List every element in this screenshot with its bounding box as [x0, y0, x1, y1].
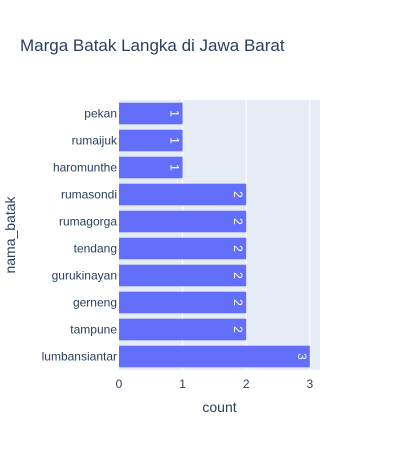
- bar-value-label: 2: [231, 218, 245, 225]
- x-tick-label: 0: [116, 377, 123, 391]
- bar-value-label: 1: [168, 164, 182, 171]
- x-tick-labels: 0 1 2 3: [116, 377, 314, 391]
- bar-value-label: 3: [295, 353, 309, 360]
- y-tick-label: rumagorga: [59, 215, 117, 229]
- bar-value-label: 2: [231, 299, 245, 306]
- bar-value-label: 2: [231, 191, 245, 198]
- y-tick-label: haromunthe: [53, 161, 117, 175]
- y-tick-label: gurukinayan: [52, 269, 117, 283]
- bar-value-label: 2: [231, 272, 245, 279]
- y-tick-label: rumaijuk: [72, 134, 118, 148]
- y-tick-label: lumbansiantar: [42, 350, 117, 364]
- bar: [119, 291, 247, 314]
- bar: [119, 345, 310, 368]
- x-axis-title: count: [202, 399, 236, 415]
- bar-value-label: 1: [168, 110, 182, 117]
- y-tick-label: gerneng: [73, 296, 117, 310]
- y-tick-label: tampune: [70, 323, 117, 337]
- chart-title: Marga Batak Langka di Jawa Barat: [20, 36, 285, 55]
- bar-value-label: 2: [231, 326, 245, 333]
- x-tick-label: 3: [306, 377, 313, 391]
- bar: [119, 129, 183, 152]
- bars: 1 1 1 2 2 2 2 2 2 3: [119, 102, 310, 368]
- y-axis-title: nama_batak: [2, 195, 18, 273]
- bar: [119, 210, 247, 233]
- x-tick-label: 1: [179, 377, 186, 391]
- y-tick-label: tendang: [74, 242, 117, 256]
- bar: [119, 264, 247, 287]
- y-tick-labels: pekan rumaijuk haromunthe rumasondi rumagorg…: [42, 107, 118, 364]
- bar: [119, 237, 247, 260]
- y-tick-label: rumasondi: [61, 188, 117, 202]
- bar: [119, 183, 247, 206]
- bar: [119, 318, 247, 341]
- y-tick-label: pekan: [84, 107, 117, 121]
- bar: [119, 156, 183, 179]
- bar: [119, 102, 183, 125]
- x-tick-label: 2: [243, 377, 250, 391]
- bar-value-label: 2: [231, 245, 245, 252]
- bar-value-label: 1: [168, 137, 182, 144]
